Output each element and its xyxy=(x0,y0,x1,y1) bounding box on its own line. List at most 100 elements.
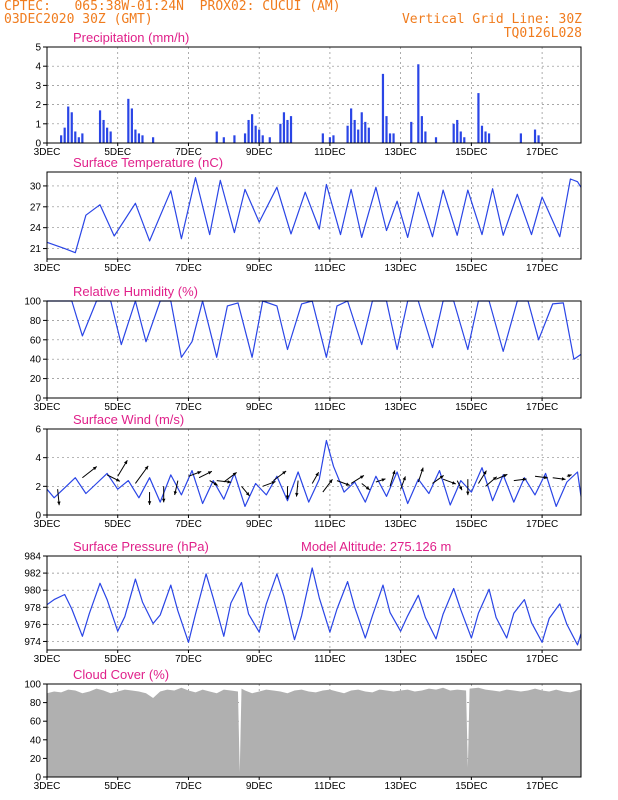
wind-arrow xyxy=(417,467,424,483)
panel-frame xyxy=(46,300,582,399)
y-tick-label: 974 xyxy=(24,637,41,648)
x-tick-label: 3DEC xyxy=(34,519,61,530)
precip-bar xyxy=(388,133,392,143)
precip-bar xyxy=(533,129,537,143)
y-tick-label: 984 xyxy=(24,552,41,563)
precip-bar xyxy=(137,133,141,143)
y-tick-label: 978 xyxy=(24,603,41,614)
precip-bar xyxy=(222,137,225,143)
panel-3: 0 20 40 60 80 100 3DEC 5DEC 7DEC 9DEC 11DEC 13DEC 15… xyxy=(24,284,582,413)
precip-bar xyxy=(332,135,335,143)
y-tick-label: 100 xyxy=(24,297,41,308)
precip-bar xyxy=(60,135,63,143)
wind-arrow xyxy=(161,486,166,503)
x-tick-label: 13DEC xyxy=(385,654,417,665)
precip-bar xyxy=(109,131,112,143)
precip-bar xyxy=(102,119,105,143)
precip-bar xyxy=(127,98,130,143)
x-tick-label: 13DEC xyxy=(385,263,417,274)
x-tick-label: 9DEC xyxy=(246,519,273,530)
precip-bar xyxy=(480,125,484,143)
panel-6: 0 20 40 60 80 100 3DEC 5DEC 7DEC 9DEC 11DEC 13DEC 15… xyxy=(24,667,582,792)
precip-bar xyxy=(477,93,480,143)
x-tick-label: 11DEC xyxy=(314,402,346,413)
cloud-cover-area xyxy=(47,687,581,777)
precip-bar xyxy=(420,116,423,143)
precip-bar xyxy=(289,116,293,143)
y-tick-label: 40 xyxy=(30,735,42,746)
y-tick-label: 2 xyxy=(35,482,41,493)
panel-frame xyxy=(46,171,582,260)
x-tick-label: 11DEC xyxy=(314,263,346,274)
precip-bar xyxy=(392,133,395,143)
wind-arrow xyxy=(57,489,61,506)
wind-arrow xyxy=(223,472,237,483)
precip-bar xyxy=(81,133,84,143)
x-tick-label: 3DEC xyxy=(34,654,61,665)
wind-arrow xyxy=(336,480,350,486)
wind-arrow xyxy=(322,478,333,493)
series-line xyxy=(46,567,582,646)
precip-bar xyxy=(459,131,462,143)
wind-arrow xyxy=(566,474,572,478)
wind-arrow xyxy=(389,470,396,487)
x-tick-label: 3DEC xyxy=(34,781,61,792)
y-tick-label: 3 xyxy=(35,81,41,92)
x-tick-label: 9DEC xyxy=(246,263,273,274)
wind-arrow xyxy=(350,475,365,484)
x-tick-label: 15DEC xyxy=(455,519,487,530)
y-tick-label: 980 xyxy=(24,586,41,597)
precip-bar xyxy=(134,129,137,143)
wind-arrow xyxy=(485,476,498,487)
panel-frame xyxy=(46,683,582,778)
wind-arrow xyxy=(241,486,250,497)
y-tick-label: 2 xyxy=(35,100,41,111)
y-tick-label: 60 xyxy=(30,717,42,728)
series-line xyxy=(47,300,582,360)
header-grid-line-note: Vertical Grid Line: 30Z xyxy=(401,12,582,27)
x-tick-label: 11DEC xyxy=(314,519,346,530)
x-tick-label: 9DEC xyxy=(246,147,273,158)
precip-bar xyxy=(424,131,427,143)
wind-arrow xyxy=(262,481,276,487)
series-line xyxy=(46,177,582,254)
panel-title: Precipitation (mm/h) xyxy=(73,30,189,45)
y-tick-label: 27 xyxy=(30,202,42,213)
precip-bar xyxy=(364,121,367,143)
wind-arrow xyxy=(375,478,386,483)
x-tick-label: 11DEC xyxy=(314,147,346,158)
y-tick-label: 976 xyxy=(24,620,41,631)
wind-arrow xyxy=(147,492,152,505)
header-station-line: CPTEC: 065:38W-01:24N PROX02: CUCUI (AM) xyxy=(4,0,341,14)
panel-frame xyxy=(46,555,582,651)
precip-bar xyxy=(537,135,540,143)
precip-bar xyxy=(321,133,324,143)
x-tick-label: 17DEC xyxy=(526,402,558,413)
y-tick-label: 0 xyxy=(35,139,41,150)
precip-bar xyxy=(254,125,257,143)
x-tick-label: 3DEC xyxy=(34,263,61,274)
precip-bar xyxy=(251,114,254,143)
y-tick-label: 20 xyxy=(30,754,42,765)
precip-bar xyxy=(247,119,250,143)
y-tick-label: 4 xyxy=(35,453,41,464)
precip-bar xyxy=(106,127,109,143)
x-tick-label: 7DEC xyxy=(175,781,202,792)
x-tick-label: 5DEC xyxy=(104,654,131,665)
header-model-code: TQ0126L028 xyxy=(503,26,582,41)
wind-arrow xyxy=(273,470,287,482)
x-tick-label: 7DEC xyxy=(175,654,202,665)
x-tick-label: 17DEC xyxy=(526,263,558,274)
wind-arrow xyxy=(456,480,463,491)
precip-bar xyxy=(141,135,144,143)
wind-arrow xyxy=(295,480,299,497)
wind-arrow xyxy=(198,470,213,479)
precip-bar xyxy=(279,123,282,143)
precip-bar xyxy=(360,112,363,143)
wind-arrow xyxy=(135,465,149,484)
panel-frame xyxy=(46,46,582,144)
wind-arrow xyxy=(400,476,406,490)
x-tick-label: 15DEC xyxy=(455,402,487,413)
wind-arrow xyxy=(495,473,508,480)
precip-bar xyxy=(67,106,70,143)
